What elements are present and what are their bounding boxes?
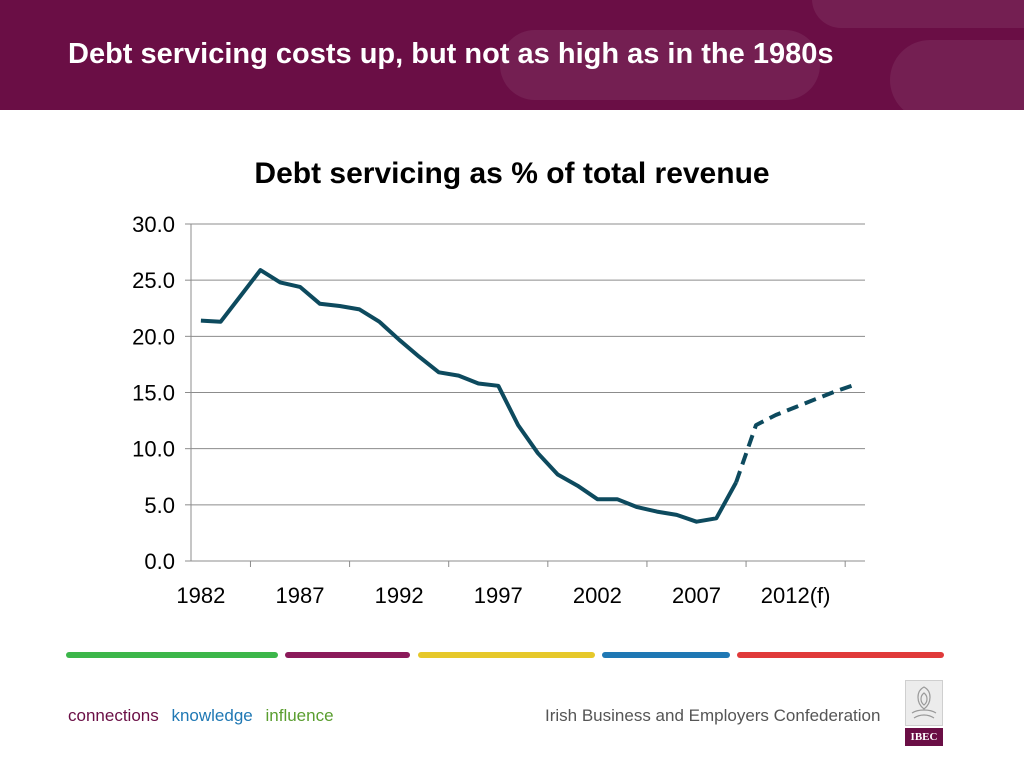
decorative-shape [890, 40, 1024, 110]
slide-title: Debt servicing costs up, but not as high… [68, 38, 834, 70]
tagline: connections knowledge influence [68, 706, 342, 726]
red-strip [737, 652, 944, 658]
yellow-strip [418, 652, 595, 658]
y-tick-labels: 0.0 5.0 10.0 15.0 20.0 25.0 30.0 [132, 212, 175, 574]
header-banner: Debt servicing costs up, but not as high… [0, 0, 1024, 110]
organization-name: Irish Business and Employers Confederati… [545, 706, 881, 725]
axes [190, 224, 865, 567]
x-tick-label: 1982 [176, 583, 225, 608]
tagline-word-connections: connections [68, 706, 159, 725]
logo-text: IBEC [905, 728, 943, 746]
x-tick-label: 2007 [672, 583, 721, 608]
actual-series-line [200, 268, 738, 524]
y-tick-label: 10.0 [132, 437, 175, 462]
x-tick-label: 2012(f) [761, 583, 831, 608]
forecast-series-line [734, 382, 856, 484]
y-tick-label: 15.0 [132, 381, 175, 406]
line-chart: 0.05.010.015.020.025.030.0 1982 1987 1992 1… [132, 212, 865, 608]
logo-emblem-icon [905, 680, 943, 726]
chart-title: Debt servicing as % of total revenue [254, 157, 770, 190]
purple-strip [285, 652, 410, 658]
y-tick-label: 5.0 [144, 493, 175, 518]
x-tick-label: 1992 [375, 583, 424, 608]
decorative-shape [812, 0, 1024, 28]
y-tick-label: 20.0 [132, 324, 175, 349]
y-tick-label: 25.0 [132, 268, 175, 293]
x-tick-label: 1997 [474, 583, 523, 608]
color-strips [0, 652, 1024, 662]
tagline-word-influence: influence [265, 706, 334, 725]
y-tick-label: 0.0 [144, 549, 175, 574]
decorative-shape [500, 30, 820, 100]
grid-lines [185, 223, 865, 562]
ibec-logo: IBEC [905, 680, 943, 746]
series-lines [200, 268, 856, 524]
tagline-word-knowledge: knowledge [171, 706, 253, 725]
y-tick-label: 30.0 [132, 212, 175, 237]
blue-strip [602, 652, 730, 658]
x-tick-labels: 1982 1987 1992 1997 2002 2007 2012(f) [176, 583, 830, 608]
x-tick-label: 2002 [573, 583, 622, 608]
x-tick-label: 1987 [276, 583, 325, 608]
green-strip [66, 652, 278, 658]
